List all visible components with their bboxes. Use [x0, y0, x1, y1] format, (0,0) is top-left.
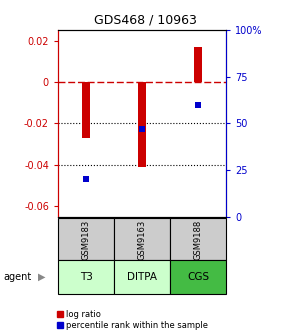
- Text: T3: T3: [79, 272, 93, 282]
- Text: GDS468 / 10963: GDS468 / 10963: [94, 13, 196, 27]
- Text: GSM9188: GSM9188: [194, 219, 203, 259]
- Bar: [194, 47, 202, 82]
- Bar: [82, 82, 90, 138]
- Text: GSM9163: GSM9163: [137, 219, 147, 259]
- Bar: [114, 260, 170, 294]
- Bar: [170, 218, 226, 260]
- Bar: [114, 218, 170, 260]
- Bar: [138, 82, 146, 167]
- Legend: log ratio, percentile rank within the sample: log ratio, percentile rank within the sa…: [56, 310, 209, 330]
- Text: CGS: CGS: [187, 272, 209, 282]
- Text: ▶: ▶: [38, 272, 46, 282]
- Bar: [58, 218, 114, 260]
- Text: GSM9183: GSM9183: [81, 219, 90, 259]
- Bar: [170, 260, 226, 294]
- Text: agent: agent: [3, 272, 31, 282]
- Bar: [58, 260, 114, 294]
- Text: DITPA: DITPA: [127, 272, 157, 282]
